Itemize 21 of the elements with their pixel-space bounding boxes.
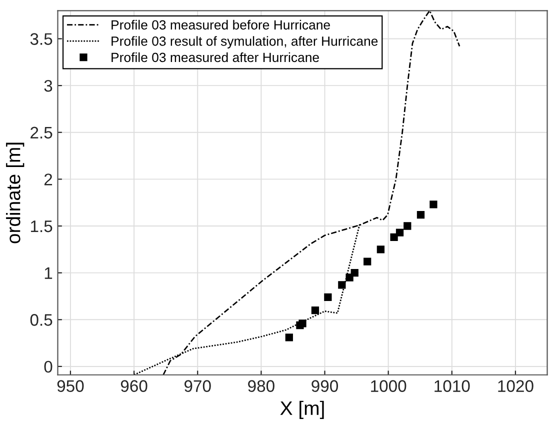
x-axis-title: X [m] [280, 400, 324, 419]
y-tick-label: 1.5 [30, 220, 52, 232]
y-axis-title: ordinate [m] [6, 142, 24, 244]
x-tick-label: 970 [184, 380, 211, 392]
legend-label: Profile 03 measured before Hurricane [112, 20, 330, 30]
y-tick-label: 0.5 [30, 314, 52, 326]
x-tick-label: 1010 [434, 380, 470, 392]
y-tick-label: 0 [44, 360, 52, 373]
legend-label: Profile 03 measured after Hurricane [112, 52, 319, 62]
x-tick-label: 1020 [498, 380, 534, 392]
y-tick-label: 3 [44, 80, 52, 92]
y-tick-label: 2 [44, 174, 52, 186]
y-tick-label: 1 [44, 267, 52, 279]
x-tick-label: 950 [57, 380, 84, 392]
x-tick-label: 980 [248, 380, 274, 392]
x-tick-label: 990 [312, 380, 338, 392]
x-tick-label: 1000 [371, 380, 406, 392]
legend-label: Profile 03 result of symulation, after Hurricane [112, 36, 378, 48]
x-tick-label: 960 [120, 380, 148, 392]
y-tick-label: 3.5 [30, 33, 52, 45]
y-tick-label: 2.5 [30, 126, 52, 139]
